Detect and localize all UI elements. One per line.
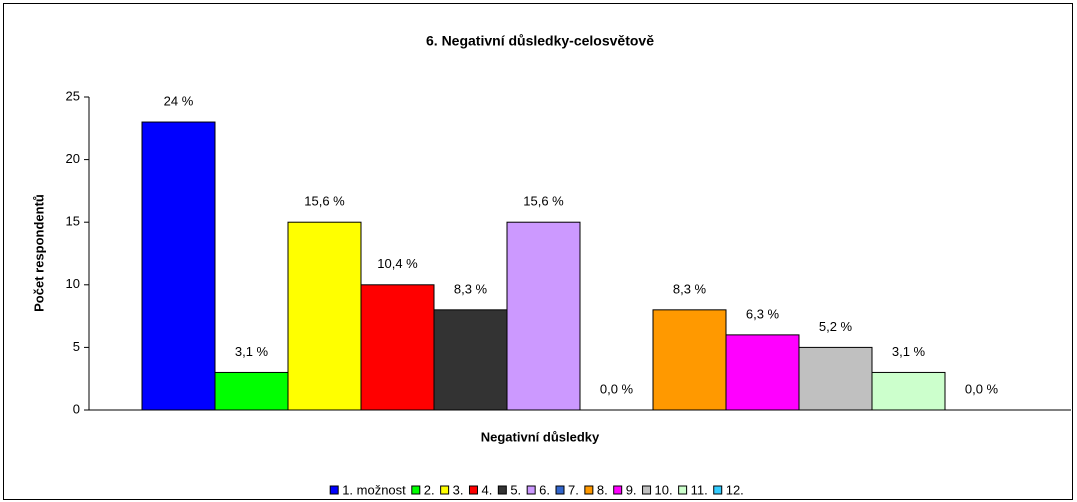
legend-swatch: [497, 485, 507, 495]
value-label: 3,1 %: [892, 344, 926, 359]
legend-swatch: [468, 485, 478, 495]
bar: [725, 334, 800, 411]
legend-swatch: [526, 485, 536, 495]
y-tick-label: 0: [73, 401, 80, 416]
legend-swatch: [555, 485, 565, 495]
legend-label: 11.: [691, 482, 708, 497]
legend-swatch: [440, 485, 450, 495]
legend-swatch: [678, 485, 688, 495]
value-label: 24 %: [164, 93, 194, 108]
value-label: 8,3 %: [673, 281, 707, 296]
legend-label: 4.: [481, 482, 492, 497]
bar: [433, 309, 508, 411]
legend-swatch: [713, 485, 723, 495]
legend-swatch: [411, 485, 421, 495]
value-label: 10,4 %: [377, 256, 418, 271]
y-tick-label: 20: [66, 151, 80, 166]
legend-label: 8.: [597, 482, 608, 497]
legend-swatch: [584, 485, 594, 495]
bar: [798, 346, 873, 411]
bar: [506, 221, 581, 411]
value-label: 0,0 %: [965, 381, 999, 396]
legend-label: 10.: [655, 482, 673, 497]
y-tick-label: 15: [66, 214, 80, 229]
legend-label: 12.: [726, 482, 744, 497]
legend-swatch: [642, 485, 652, 495]
legend-label: 2.: [424, 482, 435, 497]
value-label: 15,6 %: [523, 194, 564, 209]
y-tick-label: 25: [66, 88, 80, 103]
legend-label: 1. možnost: [342, 482, 406, 497]
legend-swatch: [329, 485, 339, 495]
value-label: 5,2 %: [819, 319, 853, 334]
legend-label: 5.: [510, 482, 521, 497]
value-label: 15,6 %: [304, 194, 345, 209]
y-tick-label: 5: [73, 339, 80, 354]
legend-label: 3.: [453, 482, 464, 497]
legend-swatch: [613, 485, 623, 495]
value-label: 3,1 %: [235, 344, 269, 359]
value-label: 0,0 %: [600, 381, 634, 396]
bar: [287, 221, 362, 411]
bar: [871, 371, 946, 411]
bar: [214, 371, 289, 411]
legend-label: 9.: [626, 482, 637, 497]
value-label: 6,3 %: [746, 306, 780, 321]
y-axis-label: Počet respondentů: [31, 194, 46, 312]
chart-title: 6. Negativní důsledky-celosvětově: [426, 33, 654, 49]
x-axis-label: Negativní důsledky: [481, 429, 600, 444]
bar: [141, 121, 216, 411]
value-label: 8,3 %: [454, 281, 488, 296]
bar: [360, 284, 435, 411]
legend-label: 6.: [539, 482, 550, 497]
legend-label: 7.: [568, 482, 579, 497]
bar: [652, 309, 727, 411]
y-tick-label: 10: [66, 276, 80, 291]
